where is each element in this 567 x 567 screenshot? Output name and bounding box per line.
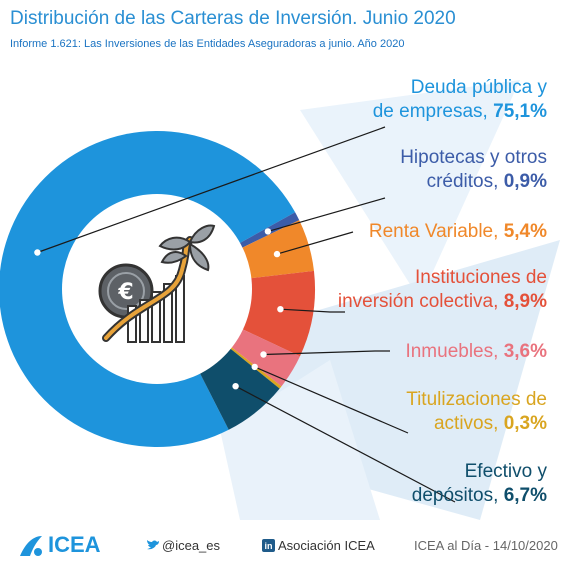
label-hipotecas: Hipotecas y otros créditos, 0,9% xyxy=(400,146,547,194)
label-efectivo-line1: Efectivo y xyxy=(464,461,547,482)
plant-growth-icon xyxy=(102,224,216,343)
label-renta-line1: Renta Variable, xyxy=(368,221,499,242)
leader-dot-instituciones xyxy=(277,306,284,313)
label-efectivo: Efectivo y depósitos, 6,7% xyxy=(412,460,547,508)
leader-dot-inmuebles xyxy=(260,351,267,358)
label-efectivo-value: 6,7% xyxy=(503,485,547,506)
label-deuda: Deuda pública y de empresas, 75,1% xyxy=(373,76,547,124)
label-titulizaciones-line1: Titulizaciones de xyxy=(406,389,547,410)
chart-title: Distribución de las Carteras de Inversió… xyxy=(10,8,456,29)
label-instituciones-value: 8,9% xyxy=(503,291,547,312)
twitter-icon[interactable] xyxy=(146,539,160,551)
leader-dot-renta-variable xyxy=(273,250,281,258)
label-inmuebles: Inmuebles, 3,6% xyxy=(405,340,547,364)
chart-subtitle: Informe 1.621: Las Inversiones de las En… xyxy=(10,38,405,50)
leader-line-deuda xyxy=(37,126,386,254)
footer-date: ICEA al Día - 14/10/2020 xyxy=(414,538,558,553)
icea-logo-icon xyxy=(20,536,42,556)
label-deuda-value: 75,1% xyxy=(493,101,547,122)
leader-dot-deuda xyxy=(34,249,41,256)
icea-logo-text: ICEA xyxy=(48,532,101,557)
label-inmuebles-line1: Inmuebles, xyxy=(405,341,499,362)
label-titulizaciones-line2: activos, xyxy=(433,413,499,434)
label-instituciones: Instituciones de inversión colectiva, 8,… xyxy=(338,266,547,314)
leader-line-inmuebles xyxy=(263,350,390,356)
svg-text:€: € xyxy=(117,280,133,305)
leader-dot-efectivo xyxy=(232,383,239,390)
label-hipotecas-line1: Hipotecas y otros xyxy=(400,147,547,168)
footer: ICEA @icea_es in Asociación ICEA ICEA al… xyxy=(0,528,567,564)
leader-line-hipotecas xyxy=(267,197,386,232)
label-efectivo-line2: depósitos, xyxy=(411,485,499,506)
label-titulizaciones: Titulizaciones de activos, 0,3% xyxy=(406,388,547,436)
label-instituciones-line1: Instituciones de xyxy=(414,267,547,288)
donut-hole xyxy=(62,194,252,384)
label-deuda-line2: de empresas, xyxy=(372,101,488,122)
label-hipotecas-value: 0,9% xyxy=(503,171,547,192)
label-instituciones-line2: inversión colectiva, xyxy=(337,291,499,312)
leader-dot-titulizaciones xyxy=(251,363,258,371)
label-titulizaciones-value: 0,3% xyxy=(503,413,547,434)
label-renta-value: 5,4% xyxy=(503,221,547,242)
linkedin-icon[interactable]: in xyxy=(262,539,275,552)
label-renta-variable: Renta Variable, 5,4% xyxy=(369,220,547,244)
linkedin-name[interactable]: Asociación ICEA xyxy=(278,538,375,553)
label-hipotecas-line2: créditos, xyxy=(426,171,499,192)
leader-dot-hipotecas xyxy=(264,228,272,235)
leader-line-efectivo xyxy=(235,385,456,503)
label-deuda-line1: Deuda pública y xyxy=(410,77,547,98)
twitter-handle[interactable]: @icea_es xyxy=(162,538,221,553)
leader-line-titulizaciones xyxy=(254,366,409,434)
label-inmuebles-value: 3,6% xyxy=(503,341,547,362)
leader-line-instituciones xyxy=(280,308,345,313)
svg-text:in: in xyxy=(265,541,273,551)
leader-line-renta-variable xyxy=(276,231,354,255)
